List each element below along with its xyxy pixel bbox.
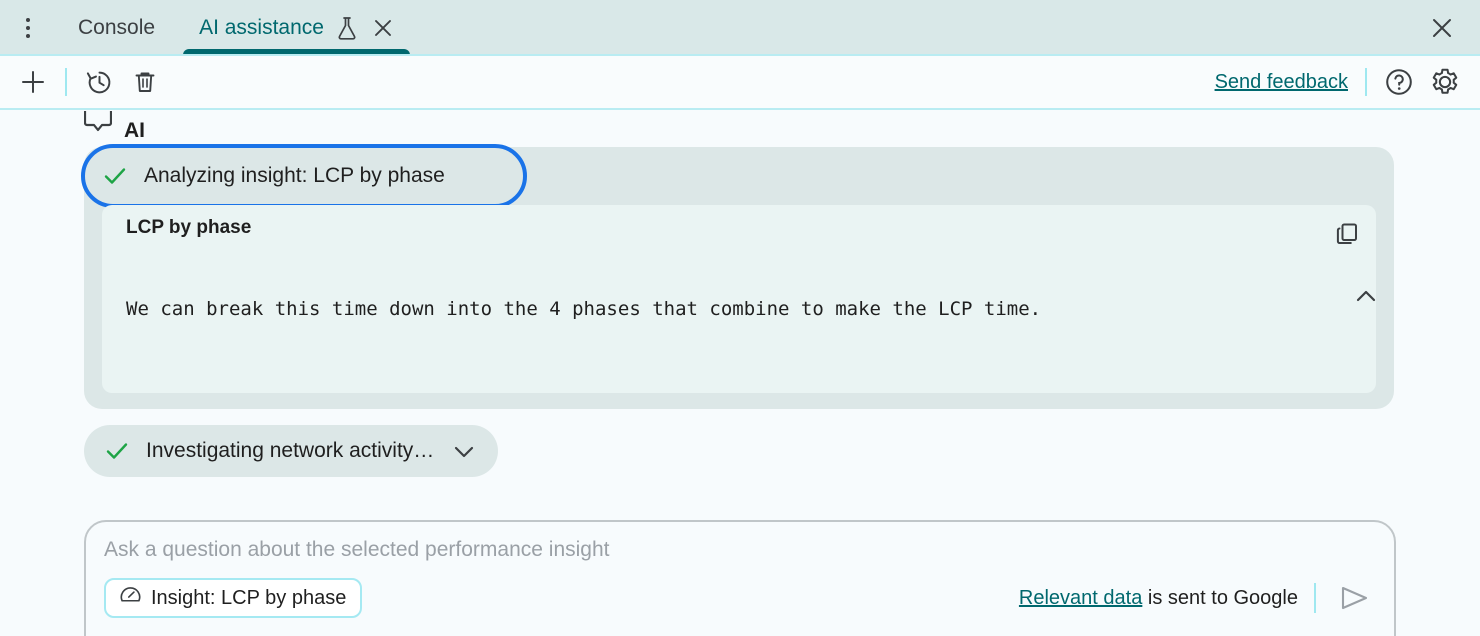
plus-icon (22, 71, 44, 93)
context-chip-label: Insight: LCP by phase (151, 586, 347, 609)
code-line (126, 387, 1360, 393)
chat-content: AI Analyzing insight: LCP by phase LCP b… (0, 110, 1480, 636)
chat-input-actions: Relevant data is sent to Google (1019, 578, 1376, 618)
tab-active-indicator (183, 49, 410, 56)
copy-icon[interactable] (1334, 221, 1360, 247)
dot (26, 18, 30, 22)
agent-label: AI (124, 119, 145, 140)
step-analyzing-insight-caret[interactable] (1352, 282, 1380, 315)
trash-icon (135, 72, 155, 92)
chat-input-area[interactable]: Ask a question about the selected perfor… (84, 520, 1396, 636)
flask-icon (336, 16, 358, 40)
tab-console[interactable]: Console (56, 0, 177, 56)
input-divider (1314, 583, 1316, 613)
chat-input-footer: Insight: LCP by phase Relevant data is s… (104, 578, 1376, 618)
performance-insight-icon (120, 585, 141, 612)
relevant-data-link[interactable]: Relevant data (1018, 586, 1143, 609)
dot (26, 34, 30, 38)
chevron-up-icon (1356, 290, 1376, 302)
code-line: We can break this time down into the 4 p… (126, 298, 1042, 320)
check-icon (104, 438, 130, 464)
tab-console-label: Console (78, 16, 156, 39)
new-chat-button[interactable] (10, 60, 56, 104)
chevron-down-icon[interactable] (450, 437, 478, 465)
step-investigating-network[interactable]: Investigating network activity… (84, 425, 499, 477)
toolbar-divider (65, 68, 67, 96)
step-analyzing-insight-header[interactable]: Analyzing insight: LCP by phase (81, 144, 527, 208)
tab-bar: Console AI assistance (0, 0, 1480, 56)
step-analyzing-insight-body: LCP by phase We can break this time down… (84, 205, 1394, 409)
tab-ai-assistance-label: AI assistance (199, 16, 324, 39)
tab-ai-assistance[interactable]: AI assistance (177, 0, 416, 56)
step-investigating-network-title: Investigating network activity… (146, 439, 435, 462)
check-icon (102, 163, 128, 189)
history-button[interactable] (76, 60, 122, 104)
close-icon[interactable] (1414, 0, 1470, 56)
gear-icon (1432, 68, 1458, 94)
data-disclaimer: Relevant data is sent to Google (1019, 587, 1298, 610)
toolbar-divider-right (1365, 68, 1367, 96)
step-analyzing-insight: Analyzing insight: LCP by phase LCP by p… (81, 144, 1394, 409)
settings-button[interactable] (1422, 60, 1468, 104)
ai-chat-icon (83, 110, 113, 141)
agent-message-header: AI (0, 110, 1480, 140)
chat-input-placeholder[interactable]: Ask a question about the selected perfor… (104, 538, 610, 561)
tab-close-icon[interactable] (372, 17, 394, 39)
dot (26, 26, 30, 30)
tab-bar-underline (0, 54, 1480, 56)
insight-code-title: LCP by phase (126, 217, 252, 238)
insight-code-text: We can break this time down into the 4 p… (126, 232, 1360, 393)
delete-button[interactable] (122, 60, 168, 104)
context-chip-insight[interactable]: Insight: LCP by phase (104, 578, 363, 618)
send-button[interactable] (1332, 578, 1376, 618)
send-icon (1341, 586, 1368, 610)
help-circle-icon (1386, 69, 1412, 95)
step-analyzing-insight-title: Analyzing insight: LCP by phase (144, 164, 445, 187)
toolbar: Send feedback (0, 56, 1480, 110)
more-vertical-icon[interactable] (0, 0, 56, 56)
send-feedback-link[interactable]: Send feedback (1214, 70, 1348, 93)
data-disclaimer-text: is sent to Google (1142, 586, 1298, 609)
insight-code-block: LCP by phase We can break this time down… (102, 205, 1376, 393)
history-icon (86, 71, 110, 93)
help-button[interactable] (1376, 60, 1422, 104)
